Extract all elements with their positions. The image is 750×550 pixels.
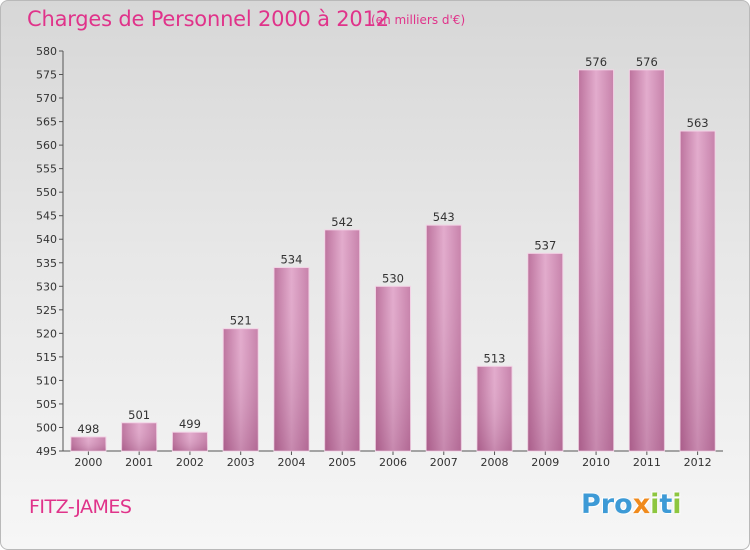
x-tick-label: 2004 — [277, 456, 305, 469]
bar-shade-2006 — [375, 286, 411, 451]
bar-shade-2001 — [121, 422, 157, 451]
bar-shade-2000 — [70, 436, 106, 451]
x-tick-label: 2002 — [176, 456, 204, 469]
logo-letter: t — [659, 489, 673, 520]
y-tick-label: 510 — [36, 374, 57, 387]
x-tick-label: 2011 — [633, 456, 661, 469]
data-label-2002: 499 — [179, 417, 201, 431]
data-label-2006: 530 — [382, 271, 404, 285]
y-tick-label: 555 — [36, 163, 57, 176]
y-tick-label: 550 — [36, 186, 57, 199]
data-label-2012: 563 — [687, 116, 709, 130]
y-tick-label: 580 — [36, 45, 57, 58]
data-label-2007: 543 — [433, 210, 455, 224]
data-label-2005: 542 — [331, 215, 353, 229]
bar-shade-2011 — [629, 69, 665, 451]
data-label-2010: 576 — [585, 55, 607, 69]
logo-letter: i — [650, 489, 660, 520]
bars — [70, 69, 716, 452]
x-tick-label: 2007 — [430, 456, 458, 469]
data-label-2004: 534 — [280, 252, 302, 266]
y-tick-label: 570 — [36, 92, 57, 105]
data-label-2009: 537 — [534, 238, 556, 252]
y-tick-label: 495 — [36, 445, 57, 458]
logo-letter: o — [614, 489, 633, 520]
y-tick-label: 525 — [36, 304, 57, 317]
y-tick-label: 560 — [36, 139, 57, 152]
chart-subtitle: (en milliers d'€) — [371, 13, 466, 27]
data-label-2011: 576 — [636, 55, 658, 69]
bar-shade-2009 — [527, 253, 563, 451]
x-tick-label: 2008 — [481, 456, 509, 469]
x-tick-label: 2006 — [379, 456, 407, 469]
logo-letter: P — [581, 489, 601, 520]
bar-shade-2004 — [273, 267, 309, 451]
y-tick-label: 500 — [36, 421, 57, 434]
bar-shade-2003 — [223, 328, 259, 451]
bar-shade-2008 — [477, 366, 513, 451]
logo-letter: x — [632, 489, 651, 520]
chart-title: Charges de Personnel 2000 à 2012 — [27, 7, 389, 31]
x-tick-label: 2003 — [227, 456, 255, 469]
bar-shade-2010 — [578, 69, 614, 451]
logo-letter: r — [600, 489, 615, 520]
bar-shade-2002 — [172, 432, 208, 451]
y-tick-label: 540 — [36, 233, 57, 246]
logo-letter: i — [672, 489, 682, 520]
data-label-2008: 513 — [484, 351, 506, 365]
bar-shade-2012 — [680, 131, 716, 451]
x-tick-label: 2012 — [684, 456, 712, 469]
x-tick-label: 2001 — [125, 456, 153, 469]
y-tick-label: 535 — [36, 257, 57, 270]
city-name: FITZ-JAMES — [29, 496, 132, 518]
x-tick-label: 2000 — [74, 456, 102, 469]
data-label-2000: 498 — [77, 422, 99, 436]
x-tick-label: 2009 — [531, 456, 559, 469]
y-tick-label: 530 — [36, 280, 57, 293]
axes: 495 500 505 510 515 520 525 530 535 540 545 550 555 5… — [36, 45, 723, 469]
data-labels: 498 501 499 521 534 542 530 543 513 537 576 576 563 — [77, 55, 708, 436]
y-tick-label: 520 — [36, 327, 57, 340]
x-tick-label: 2010 — [582, 456, 610, 469]
data-label-2001: 501 — [128, 408, 150, 422]
bar-shade-2007 — [426, 225, 462, 451]
bar-shade-2005 — [324, 229, 360, 451]
proxiti-logo: Proxiti — [581, 489, 682, 520]
data-label-2003: 521 — [230, 314, 252, 328]
y-tick-label: 505 — [36, 398, 57, 411]
y-tick-label: 545 — [36, 210, 57, 223]
y-tick-label: 565 — [36, 116, 57, 129]
y-tick-label: 515 — [36, 351, 57, 364]
x-tick-label: 2005 — [328, 456, 356, 469]
y-tick-label: 575 — [36, 69, 57, 82]
